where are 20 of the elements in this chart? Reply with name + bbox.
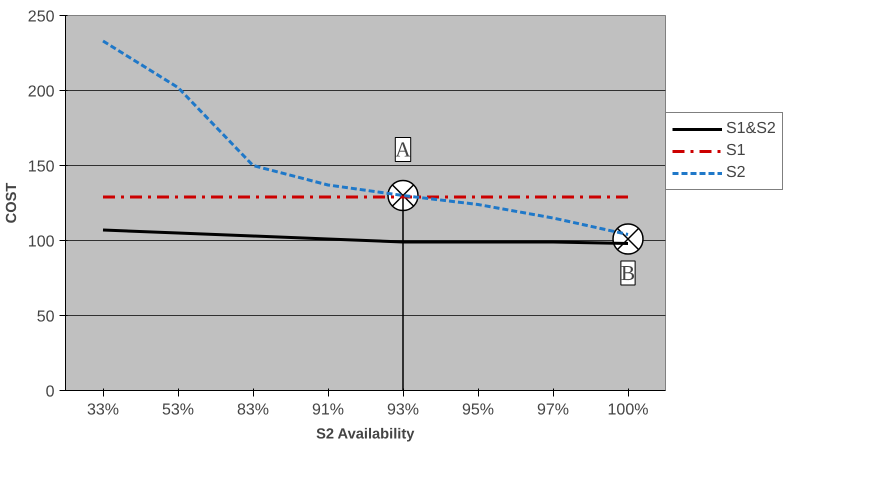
x-tick-label: 95% (462, 402, 494, 418)
y-tick-label: 200 (28, 84, 55, 100)
x-tick-label: 91% (312, 402, 344, 418)
x-tick-label: 100% (608, 402, 648, 418)
y-tick-label: 250 (28, 8, 55, 26)
y-tick-label: 100 (28, 234, 55, 250)
y-tick-label: 0 (46, 384, 55, 400)
x-axis-title: S2 Availability (316, 426, 416, 442)
y-axis-title: COST (4, 182, 20, 224)
legend-label: S2 (726, 164, 746, 182)
annotation: B (620, 261, 636, 285)
x-tick-label: 33% (86, 402, 120, 418)
y-tick-label: 150 (28, 158, 55, 176)
x-tick-label: 53% (162, 402, 194, 418)
x-tick-label: 83% (236, 402, 270, 418)
x-tick-label: 93% (386, 402, 420, 418)
legend-label: S1 (726, 142, 746, 160)
y-tick-label: 50 (36, 308, 55, 326)
x-tick-label: 97% (536, 402, 570, 418)
legend-label: S1&S2 (726, 120, 776, 138)
